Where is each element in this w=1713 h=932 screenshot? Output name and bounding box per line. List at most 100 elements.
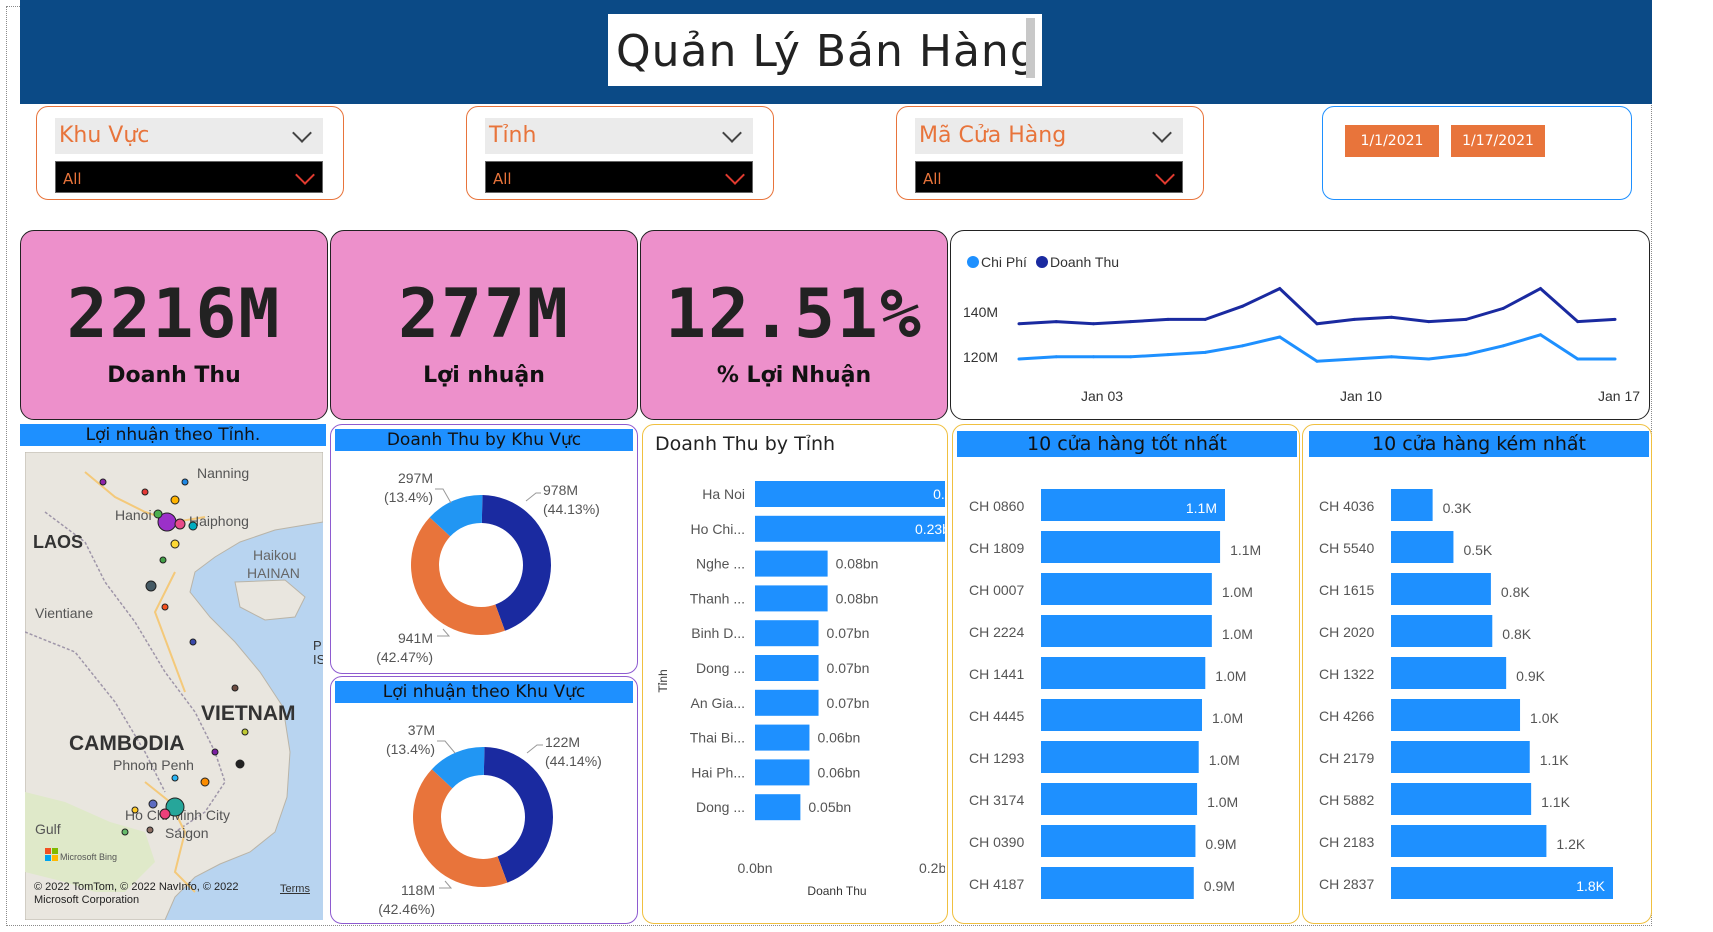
donut-slice[interactable] bbox=[431, 747, 485, 789]
line-point[interactable] bbox=[1352, 317, 1356, 321]
start-date-input[interactable]: 1/1/2021 bbox=[1345, 125, 1439, 157]
line-point[interactable] bbox=[1129, 355, 1133, 359]
bar[interactable] bbox=[1391, 699, 1521, 731]
bar[interactable] bbox=[1041, 489, 1225, 521]
bar[interactable] bbox=[755, 481, 945, 507]
donut-chart[interactable]: 122M (44.14%) 118M (42.46%) 37M (13.4%) bbox=[331, 705, 635, 923]
bar[interactable] bbox=[1391, 489, 1433, 521]
map-bubble[interactable] bbox=[174, 518, 186, 530]
map-bubble[interactable] bbox=[170, 539, 180, 549]
bar[interactable] bbox=[1041, 615, 1212, 647]
map-bubble[interactable] bbox=[165, 797, 185, 817]
map-panel[interactable]: Lợi nhuận theo Tỉnh. LAOS VIETNAM CAMBOD… bbox=[20, 424, 326, 924]
bar[interactable] bbox=[1391, 573, 1491, 605]
map-bubble[interactable] bbox=[235, 759, 245, 769]
chevron-down-icon[interactable] bbox=[295, 165, 315, 185]
line-point[interactable] bbox=[1203, 350, 1207, 354]
line-point[interactable] bbox=[1241, 344, 1244, 348]
chevron-down-icon[interactable] bbox=[725, 165, 745, 185]
line-point[interactable] bbox=[1129, 320, 1133, 324]
bar[interactable] bbox=[755, 655, 819, 681]
map-bubble[interactable] bbox=[189, 638, 197, 646]
line-point[interactable] bbox=[1427, 320, 1431, 324]
bar[interactable] bbox=[1041, 741, 1199, 773]
line-point[interactable] bbox=[1613, 317, 1617, 321]
line-point[interactable] bbox=[1092, 322, 1095, 326]
bar[interactable] bbox=[1391, 657, 1507, 689]
map-bubble[interactable] bbox=[159, 556, 167, 564]
slicer-header[interactable]: Mã Cửa Hàng bbox=[915, 118, 1183, 154]
bar[interactable] bbox=[755, 724, 810, 751]
line-point[interactable] bbox=[1315, 322, 1319, 326]
line-point[interactable] bbox=[1539, 287, 1542, 291]
map-bubble[interactable] bbox=[99, 478, 107, 486]
bar-panel-best-stores[interactable]: 10 cửa hàng tốt nhất CH 0860 1.1M CH 1809 1… bbox=[952, 424, 1300, 924]
line-point[interactable] bbox=[1464, 353, 1468, 357]
donut-slice[interactable] bbox=[483, 747, 553, 883]
series-line[interactable] bbox=[1018, 333, 1615, 363]
map-bubble[interactable] bbox=[145, 580, 157, 592]
donut-slice[interactable] bbox=[481, 495, 551, 631]
line-point[interactable] bbox=[1613, 357, 1617, 361]
line-point[interactable] bbox=[1352, 357, 1356, 361]
map-bubble[interactable] bbox=[231, 684, 239, 692]
line-point[interactable] bbox=[1017, 357, 1021, 361]
bar[interactable] bbox=[1391, 615, 1493, 647]
donut-panel-loi-nhuan[interactable]: Lợi nhuận theo Khu Vực 122M (44.14%) 118M (… bbox=[330, 676, 638, 924]
bar[interactable] bbox=[755, 620, 819, 647]
date-range-slicer[interactable]: 1/1/2021 1/17/2021 bbox=[1322, 106, 1632, 200]
map-bubble[interactable] bbox=[241, 728, 249, 736]
bar[interactable] bbox=[755, 550, 828, 577]
slicer-header[interactable]: Tỉnh bbox=[485, 118, 753, 154]
map-bubble[interactable] bbox=[181, 478, 189, 486]
map-bubble[interactable] bbox=[153, 509, 163, 519]
map-canvas[interactable]: LAOS VIETNAM CAMBODIA Nanning Hanoi Haip… bbox=[25, 452, 323, 920]
map-bubble[interactable] bbox=[131, 806, 139, 814]
line-point[interactable] bbox=[1390, 315, 1393, 319]
bar[interactable] bbox=[755, 515, 945, 542]
bar[interactable] bbox=[1391, 825, 1547, 857]
map-bubble[interactable] bbox=[146, 826, 154, 834]
slicer-tinh[interactable]: Tỉnh All bbox=[466, 106, 774, 200]
line-point[interactable] bbox=[1054, 355, 1058, 359]
line-point[interactable] bbox=[1054, 320, 1058, 324]
bar-chart-worst-stores[interactable]: CH 4036 0.3K CH 5540 0.5K CH 1615 0.8K CH 2020… bbox=[1303, 461, 1649, 921]
slicer-khu-vuc[interactable]: Khu Vực All bbox=[36, 106, 344, 200]
slicer-dropdown[interactable]: All bbox=[915, 161, 1183, 193]
bar[interactable] bbox=[1041, 783, 1198, 815]
line-point[interactable] bbox=[1539, 333, 1542, 337]
donut-panel-doanh-thu[interactable]: Doanh Thu by Khu Vực 978M (44.13%) 941M (42… bbox=[330, 424, 638, 674]
bar[interactable] bbox=[1391, 741, 1530, 773]
line-point[interactable] bbox=[1241, 304, 1244, 308]
map-bubble[interactable] bbox=[170, 495, 180, 505]
line-point[interactable] bbox=[1203, 317, 1207, 321]
line-point[interactable] bbox=[1576, 320, 1580, 324]
title-textbox[interactable]: Quản Lý Bán Hàng bbox=[608, 14, 1042, 86]
line-point[interactable] bbox=[1017, 322, 1021, 326]
line-point[interactable] bbox=[1315, 359, 1319, 363]
line-chart-panel[interactable]: Chi Phí Doanh Thu 140M 120M Jan 03 Jan 1… bbox=[950, 230, 1650, 420]
bar[interactable] bbox=[755, 794, 801, 821]
donut-slice[interactable] bbox=[413, 769, 508, 887]
map-bubble[interactable] bbox=[141, 488, 149, 496]
bar[interactable] bbox=[1041, 657, 1206, 689]
bar-chart-best-stores[interactable]: CH 0860 1.1M CH 1809 1.1M CH 0007 1.0M CH 2224… bbox=[953, 461, 1297, 921]
map-bubble[interactable] bbox=[161, 603, 169, 611]
line-point[interactable] bbox=[1278, 287, 1282, 291]
bar[interactable] bbox=[1041, 699, 1202, 731]
line-point[interactable] bbox=[1092, 355, 1095, 359]
donut-slice[interactable] bbox=[429, 495, 483, 537]
bar[interactable] bbox=[1391, 531, 1454, 563]
bar-panel-worst-stores[interactable]: 10 cửa hàng kém nhất CH 4036 0.3K CH 5540 0… bbox=[1302, 424, 1652, 924]
bar[interactable] bbox=[1041, 531, 1221, 563]
donut-slice[interactable] bbox=[411, 517, 505, 635]
donut-chart[interactable]: 978M (44.13%) 941M (42.47%) 297M (13.4%) bbox=[331, 453, 635, 673]
map-bubble[interactable] bbox=[188, 521, 198, 531]
chevron-down-icon[interactable] bbox=[292, 123, 312, 143]
map-bubble[interactable] bbox=[200, 777, 210, 787]
map-bubble[interactable] bbox=[121, 828, 129, 836]
bar[interactable] bbox=[1041, 867, 1194, 899]
line-point[interactable] bbox=[1501, 306, 1505, 310]
series-line[interactable] bbox=[1018, 286, 1616, 326]
line-point[interactable] bbox=[1390, 355, 1393, 359]
